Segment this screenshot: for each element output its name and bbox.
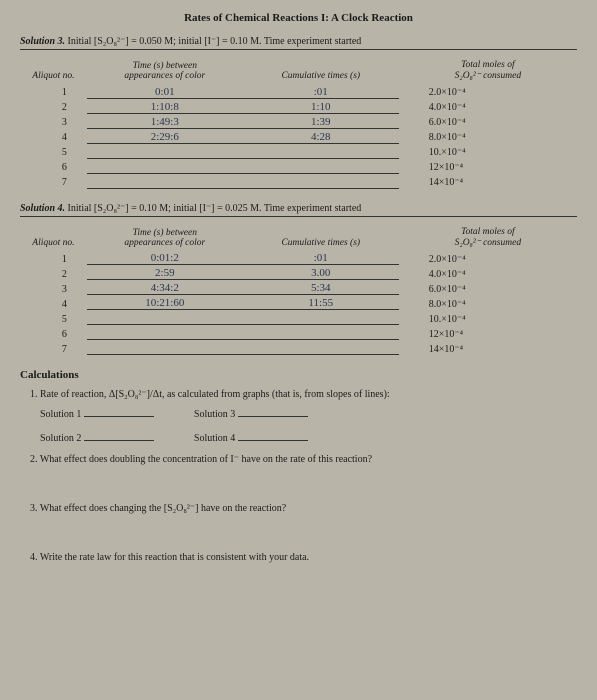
blank-line bbox=[84, 406, 154, 417]
table-row: 22:593.004.0×10⁻⁴ bbox=[20, 265, 577, 280]
col-aliquot: Aliquot no. bbox=[20, 225, 87, 250]
solution-3-label: Solution 3 bbox=[194, 409, 235, 420]
col-moles: Total moles ofS₂O₈²⁻ consumed bbox=[399, 225, 577, 250]
blank-line bbox=[238, 406, 308, 417]
solution-4-conditions: Initial [S₂O₈²⁻] = 0.10 M; initial [I⁻] … bbox=[68, 203, 362, 214]
table-row: 31:49:31:396.0×10⁻⁴ bbox=[20, 113, 577, 128]
solution-4-table: Aliquot no. Time (s) betweenappearances … bbox=[20, 225, 577, 356]
question-1: 1. Rate of reaction, Δ[S₂O₈²⁻]/Δt, as ca… bbox=[20, 389, 577, 400]
table-row: 510.×10⁻⁴ bbox=[20, 143, 577, 158]
table-row: 410:21:6011:558.0×10⁻⁴ bbox=[20, 295, 577, 310]
col-moles: Total moles ofS₂O₈²⁻ consumed bbox=[399, 58, 577, 83]
solution-2-label: Solution 2 bbox=[40, 433, 81, 444]
col-time: Time (s) betweenappearances of color bbox=[87, 225, 243, 250]
solution-4-label: Solution 4. bbox=[20, 203, 65, 214]
solution-4-label: Solution 4 bbox=[194, 433, 235, 444]
blank-line bbox=[238, 430, 308, 441]
divider bbox=[20, 49, 577, 50]
divider bbox=[20, 216, 577, 217]
table-row: 612×10⁻⁴ bbox=[20, 325, 577, 340]
table-row: 510.×10⁻⁴ bbox=[20, 310, 577, 325]
solution-3-conditions: Initial [S₂O₈²⁻] = 0.050 M; initial [I⁻]… bbox=[68, 36, 362, 47]
table-row: 42:29:64:288.0×10⁻⁴ bbox=[20, 128, 577, 143]
question-3: 3. What effect does changing the [S₂O₈²⁻… bbox=[20, 503, 577, 514]
solution-4-header: Solution 4. Initial [S₂O₈²⁻] = 0.10 M; i… bbox=[20, 203, 577, 214]
table-row: 10:01:012.0×10⁻⁴ bbox=[20, 83, 577, 98]
col-cumulative: Cumulative times (s) bbox=[243, 225, 399, 250]
table-row: 612×10⁻⁴ bbox=[20, 158, 577, 173]
table-row: 10:01:2:012.0×10⁻⁴ bbox=[20, 250, 577, 265]
page-title: Rates of Chemical Reactions I: A Clock R… bbox=[20, 12, 577, 24]
table-row: 714×10⁻⁴ bbox=[20, 173, 577, 188]
blank-line bbox=[84, 430, 154, 441]
solution-3-header: Solution 3. Initial [S₂O₈²⁻] = 0.050 M; … bbox=[20, 36, 577, 47]
calculations-title: Calculations bbox=[20, 369, 577, 381]
solution-3-table: Aliquot no. Time (s) betweenappearances … bbox=[20, 58, 577, 189]
col-cumulative: Cumulative times (s) bbox=[243, 58, 399, 83]
solution-1-label: Solution 1 bbox=[40, 409, 81, 420]
solution-3-label: Solution 3. bbox=[20, 36, 65, 47]
question-2: 2. What effect does doubling the concent… bbox=[20, 454, 577, 465]
table-row: 21:10:81:104.0×10⁻⁴ bbox=[20, 98, 577, 113]
question-1-blanks: Solution 2 Solution 4 bbox=[20, 430, 577, 444]
table-row: 714×10⁻⁴ bbox=[20, 340, 577, 355]
col-time: Time (s) betweenappearances of color bbox=[87, 58, 243, 83]
table-row: 34:34:25:346.0×10⁻⁴ bbox=[20, 280, 577, 295]
col-aliquot: Aliquot no. bbox=[20, 58, 87, 83]
question-1-blanks: Solution 1 Solution 3 bbox=[20, 406, 577, 420]
question-4: 4. Write the rate law for this reaction … bbox=[20, 552, 577, 563]
